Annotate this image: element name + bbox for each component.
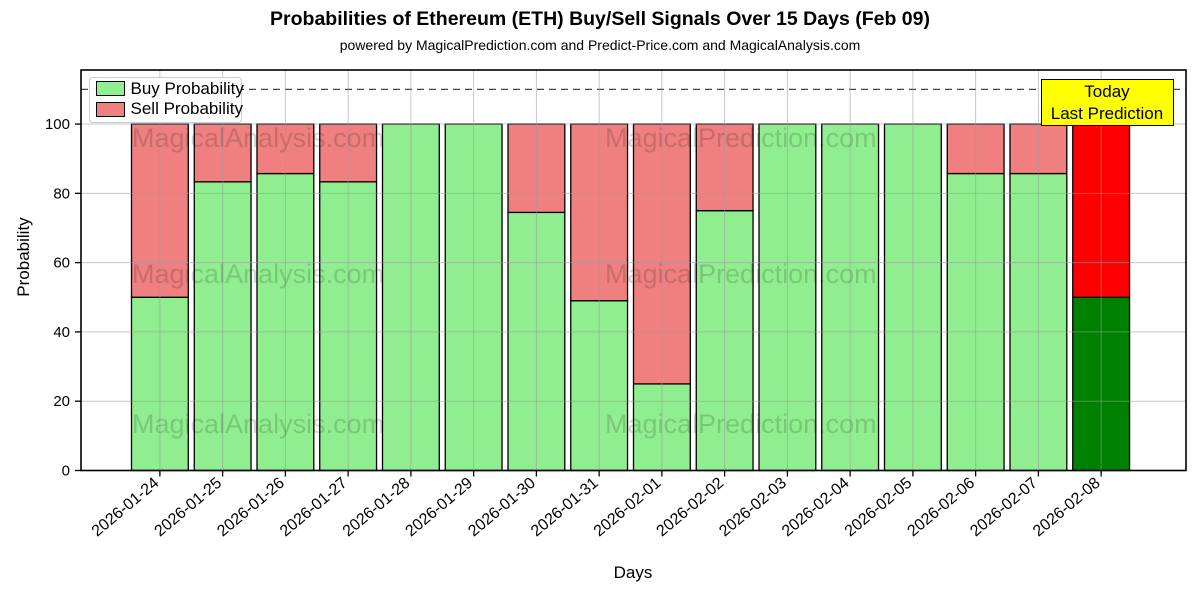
svg-text:2026-01-27: 2026-01-27: [277, 474, 351, 540]
svg-text:2026-02-02: 2026-02-02: [654, 474, 728, 540]
svg-text:0: 0: [62, 463, 70, 480]
svg-text:2026-01-31: 2026-01-31: [528, 474, 602, 540]
svg-text:MagicalPrediction.com: MagicalPrediction.com: [605, 259, 877, 289]
svg-text:100: 100: [45, 116, 70, 133]
svg-text:MagicalAnalysis.com: MagicalAnalysis.com: [132, 409, 384, 439]
svg-text:40: 40: [53, 324, 70, 341]
svg-text:2026-02-06: 2026-02-06: [905, 474, 979, 540]
svg-text:2026-02-01: 2026-02-01: [591, 474, 665, 540]
svg-text:MagicalPrediction.com: MagicalPrediction.com: [605, 123, 877, 153]
svg-text:MagicalAnalysis.com: MagicalAnalysis.com: [132, 123, 384, 153]
svg-text:2026-02-05: 2026-02-05: [842, 474, 916, 540]
svg-text:80: 80: [53, 185, 70, 202]
svg-text:2026-01-30: 2026-01-30: [465, 474, 539, 540]
svg-text:2026-02-03: 2026-02-03: [716, 474, 790, 540]
svg-text:60: 60: [53, 255, 70, 272]
svg-text:2026-02-08: 2026-02-08: [1030, 474, 1104, 540]
svg-text:2026-02-04: 2026-02-04: [779, 474, 853, 540]
svg-text:20: 20: [53, 393, 70, 410]
svg-text:2026-01-26: 2026-01-26: [214, 474, 288, 540]
svg-text:2026-01-24: 2026-01-24: [89, 474, 163, 540]
svg-text:2026-01-28: 2026-01-28: [340, 474, 414, 540]
svg-text:MagicalAnalysis.com: MagicalAnalysis.com: [132, 259, 384, 289]
svg-text:2026-02-07: 2026-02-07: [967, 474, 1041, 540]
svg-text:2026-01-25: 2026-01-25: [152, 474, 226, 540]
svg-text:2026-01-29: 2026-01-29: [403, 474, 477, 540]
svg-text:MagicalPrediction.com: MagicalPrediction.com: [605, 409, 877, 439]
